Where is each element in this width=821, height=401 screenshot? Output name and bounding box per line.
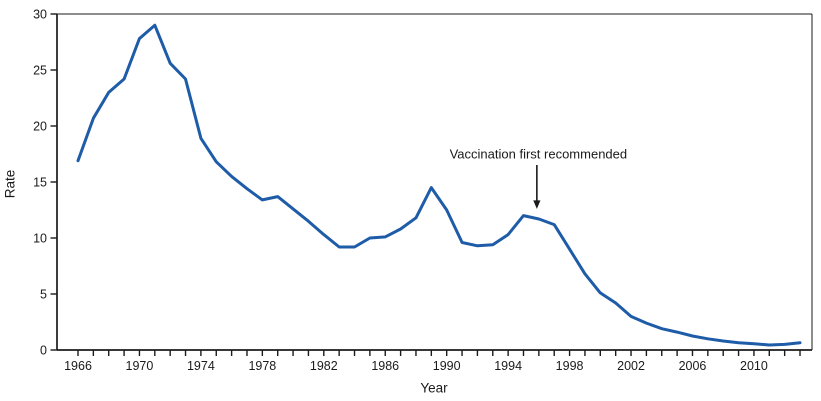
x-axis-title: Year bbox=[420, 380, 448, 396]
x-tick-label: 1974 bbox=[187, 359, 215, 373]
x-tick-label: 1982 bbox=[310, 359, 338, 373]
annotation-text: Vaccination first recommended bbox=[449, 146, 628, 162]
y-tick-label: 25 bbox=[33, 63, 47, 77]
y-tick-label: 15 bbox=[33, 175, 47, 189]
x-tick-label: 1970 bbox=[126, 359, 154, 373]
x-tick-label: 2006 bbox=[679, 359, 707, 373]
x-tick-label: 2002 bbox=[617, 359, 645, 373]
x-tick-label: 2010 bbox=[740, 359, 768, 373]
y-axis-title: Rate bbox=[2, 169, 18, 199]
x-tick-label: 1978 bbox=[248, 359, 276, 373]
y-tick-label: 20 bbox=[33, 119, 47, 133]
y-tick-label: 0 bbox=[40, 343, 47, 357]
annotation-arrow bbox=[533, 165, 541, 209]
rate-data-line bbox=[76, 23, 802, 347]
annotation-arrowhead bbox=[533, 200, 541, 209]
x-tick-label: 1986 bbox=[371, 359, 399, 373]
y-tick-label: 30 bbox=[33, 7, 47, 21]
x-tick-label: 1998 bbox=[556, 359, 584, 373]
y-axis: 0 5 10 15 20 25 30 bbox=[33, 7, 57, 357]
x-tick-label: 1966 bbox=[64, 359, 92, 373]
y-tick-label: 10 bbox=[33, 231, 47, 245]
x-tick-label: 1994 bbox=[494, 359, 522, 373]
y-tick-label: 5 bbox=[40, 287, 47, 301]
x-tick-label: 1990 bbox=[433, 359, 461, 373]
x-axis: 1966 1970 1974 1978 1982 1986 1990 1994 1998 2002… bbox=[64, 350, 801, 373]
